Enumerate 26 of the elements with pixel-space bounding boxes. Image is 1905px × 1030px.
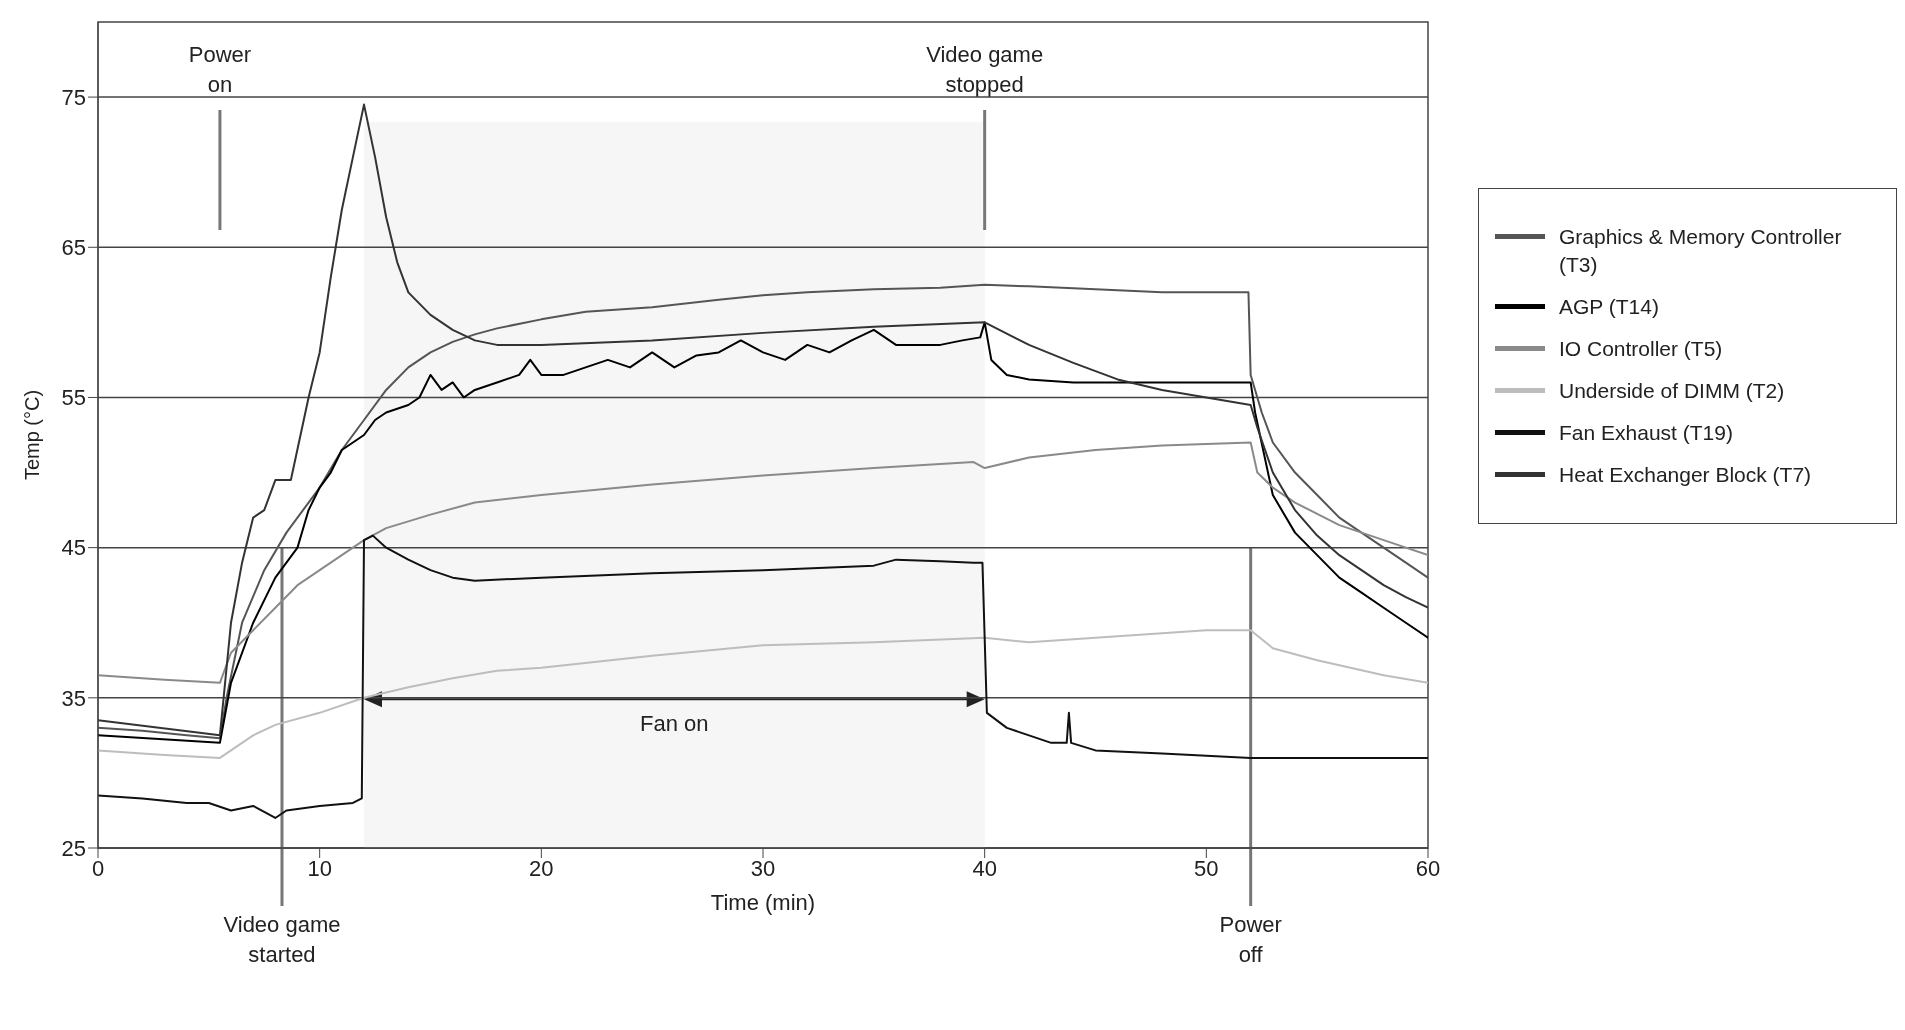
x-tick-label: 20 [529, 855, 554, 881]
legend-label: Fan Exhaust (T19) [1559, 420, 1733, 446]
legend-label: Underside of DIMM (T2) [1559, 378, 1785, 404]
y-tick-label: 35 [61, 685, 86, 711]
legend-label: Graphics & Memory Controller (T3) [1559, 224, 1843, 278]
x-tick-label: 10 [307, 855, 332, 881]
ref-line-label: Video game started [223, 912, 341, 967]
y-tick-label: 55 [61, 385, 86, 411]
x-tick-label: 40 [972, 855, 997, 881]
ref-line-label: Video game stopped [926, 42, 1044, 97]
ref-line-label: Power on [188, 42, 252, 97]
legend-label: Heat Exchanger Block (T7) [1559, 462, 1812, 488]
y-tick-label: 25 [61, 835, 86, 861]
y-tick-label: 65 [61, 235, 86, 261]
legend-label: AGP (T14) [1559, 294, 1659, 320]
y-axis-title: Temp (°C) [21, 389, 44, 481]
x-tick-label: 30 [750, 855, 776, 881]
x-tick-label: 0 [91, 855, 105, 881]
y-tick-label: 45 [61, 535, 86, 561]
legend-label: IO Controller (T5) [1559, 336, 1723, 362]
x-tick-label: 60 [1415, 855, 1441, 881]
x-tick-label: 50 [1194, 855, 1219, 881]
x-axis-title: Time (min) [710, 890, 816, 915]
ref-line-label: Power off [1219, 912, 1282, 967]
y-tick-label: 75 [61, 84, 86, 110]
band-label: Fan on [640, 711, 709, 737]
